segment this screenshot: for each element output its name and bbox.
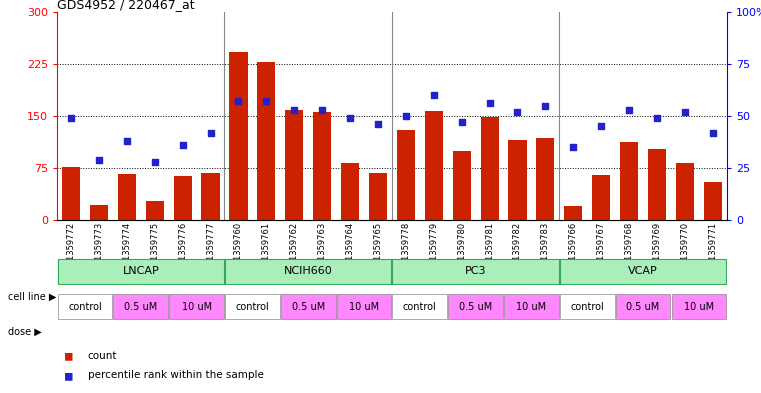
Bar bbox=[676, 163, 694, 220]
Text: PC3: PC3 bbox=[465, 266, 486, 276]
Point bbox=[148, 159, 161, 165]
FancyBboxPatch shape bbox=[393, 259, 559, 284]
FancyBboxPatch shape bbox=[560, 294, 615, 319]
Point bbox=[232, 98, 244, 105]
Bar bbox=[202, 173, 220, 220]
Point bbox=[623, 107, 635, 113]
Point bbox=[595, 123, 607, 130]
FancyBboxPatch shape bbox=[281, 294, 336, 319]
Bar bbox=[174, 176, 192, 220]
Bar bbox=[313, 112, 331, 220]
Bar bbox=[229, 52, 247, 220]
Text: control: control bbox=[68, 301, 102, 312]
Bar bbox=[118, 174, 136, 220]
Point bbox=[540, 102, 552, 108]
Bar bbox=[480, 118, 498, 220]
Text: percentile rank within the sample: percentile rank within the sample bbox=[88, 370, 263, 380]
FancyBboxPatch shape bbox=[225, 294, 280, 319]
FancyBboxPatch shape bbox=[225, 259, 391, 284]
Text: 10 uM: 10 uM bbox=[182, 301, 212, 312]
Bar bbox=[704, 182, 722, 220]
FancyBboxPatch shape bbox=[671, 294, 726, 319]
Text: cell line ▶: cell line ▶ bbox=[8, 292, 56, 302]
Text: 0.5 uM: 0.5 uM bbox=[291, 301, 325, 312]
Text: 10 uM: 10 uM bbox=[517, 301, 546, 312]
Bar bbox=[145, 201, 164, 220]
Point bbox=[428, 92, 440, 98]
Bar bbox=[453, 151, 471, 220]
Point bbox=[344, 115, 356, 121]
Bar bbox=[369, 173, 387, 220]
Bar bbox=[620, 142, 638, 220]
Point bbox=[679, 108, 691, 115]
FancyBboxPatch shape bbox=[560, 259, 726, 284]
Bar bbox=[648, 149, 666, 220]
Point bbox=[707, 129, 719, 136]
Point bbox=[93, 156, 105, 163]
Bar bbox=[257, 62, 275, 220]
Point bbox=[483, 100, 495, 107]
Point bbox=[121, 138, 133, 144]
FancyBboxPatch shape bbox=[336, 294, 391, 319]
FancyBboxPatch shape bbox=[169, 294, 224, 319]
Text: VCAP: VCAP bbox=[628, 266, 658, 276]
Text: GDS4952 / 220467_at: GDS4952 / 220467_at bbox=[57, 0, 195, 11]
Point bbox=[65, 115, 77, 121]
Text: ■: ■ bbox=[65, 349, 72, 362]
Text: 10 uM: 10 uM bbox=[349, 301, 379, 312]
Point bbox=[288, 107, 301, 113]
Text: 0.5 uM: 0.5 uM bbox=[626, 301, 660, 312]
Text: LNCAP: LNCAP bbox=[123, 266, 159, 276]
FancyBboxPatch shape bbox=[58, 294, 113, 319]
FancyBboxPatch shape bbox=[58, 259, 224, 284]
Point bbox=[511, 108, 524, 115]
FancyBboxPatch shape bbox=[393, 294, 447, 319]
Point bbox=[651, 115, 663, 121]
Point bbox=[567, 144, 579, 150]
Bar bbox=[537, 138, 555, 220]
Point bbox=[260, 98, 272, 105]
FancyBboxPatch shape bbox=[504, 294, 559, 319]
Bar bbox=[425, 111, 443, 220]
Text: control: control bbox=[403, 301, 437, 312]
FancyBboxPatch shape bbox=[448, 294, 503, 319]
Bar bbox=[592, 175, 610, 220]
Text: 0.5 uM: 0.5 uM bbox=[124, 301, 158, 312]
Bar bbox=[62, 167, 80, 220]
Point bbox=[456, 119, 468, 125]
Text: dose ▶: dose ▶ bbox=[8, 327, 41, 337]
Text: count: count bbox=[88, 351, 117, 361]
Text: ■: ■ bbox=[65, 369, 72, 382]
Bar bbox=[90, 205, 108, 220]
FancyBboxPatch shape bbox=[113, 294, 168, 319]
Point bbox=[316, 107, 328, 113]
Text: control: control bbox=[235, 301, 269, 312]
Text: 0.5 uM: 0.5 uM bbox=[459, 301, 492, 312]
Point bbox=[177, 142, 189, 148]
Point bbox=[205, 129, 217, 136]
Point bbox=[400, 113, 412, 119]
FancyBboxPatch shape bbox=[616, 294, 670, 319]
Bar bbox=[285, 110, 304, 220]
Text: 10 uM: 10 uM bbox=[684, 301, 714, 312]
Text: control: control bbox=[570, 301, 604, 312]
Text: NCIH660: NCIH660 bbox=[284, 266, 333, 276]
Bar bbox=[396, 130, 415, 220]
Point bbox=[372, 121, 384, 127]
Bar bbox=[508, 140, 527, 220]
Bar bbox=[341, 163, 359, 220]
Bar bbox=[564, 206, 582, 220]
